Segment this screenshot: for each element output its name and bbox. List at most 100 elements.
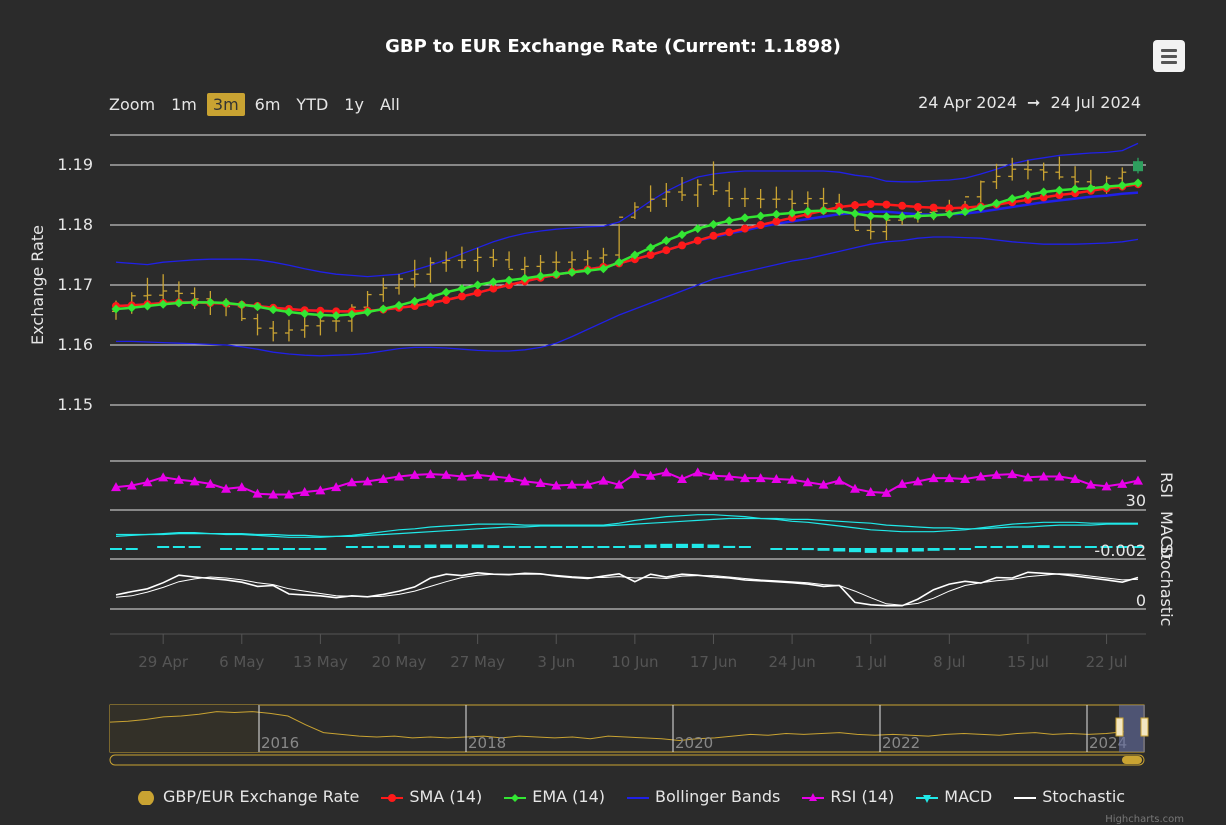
rsi-point [519, 476, 530, 486]
macd-histogram-bar [455, 544, 468, 548]
last-price-marker [1133, 161, 1143, 172]
macd-histogram-bar [597, 546, 610, 548]
rsi-point [1085, 479, 1096, 489]
navigator-year-label: 2016 [261, 734, 299, 752]
x-tick-label: 27 May [450, 653, 505, 671]
macd-histogram-bar [440, 544, 453, 548]
macd-histogram-bar [1006, 545, 1019, 548]
rsi-line [115, 471, 1139, 496]
ema-point [363, 307, 373, 317]
ema-point [142, 301, 152, 311]
sma-point [457, 292, 466, 301]
ema-point [881, 212, 891, 222]
sma-point [489, 284, 498, 293]
stochastic-d-line [115, 573, 1139, 606]
legend-item-exchange-rate[interactable]: GBP/EUR Exchange Rate [135, 787, 359, 806]
navigator-year-label: 2022 [882, 734, 920, 752]
x-tick-label: 10 Jun [611, 653, 658, 671]
date-range-from[interactable]: 24 Apr 2024 [918, 93, 1018, 112]
macd-histogram-bar [565, 546, 578, 548]
ema-point [190, 297, 200, 307]
ema-point [520, 273, 530, 283]
macd-histogram-bar [801, 548, 814, 551]
rsi-point [834, 475, 845, 485]
macd-axis-title: MACD [1157, 511, 1176, 559]
macd-histogram-bar [503, 545, 516, 548]
sma-point [945, 204, 954, 213]
zoom-button-1m[interactable]: 1m [171, 95, 197, 114]
macd-tick-label: -0.002 [1094, 541, 1146, 560]
sma-point [678, 241, 687, 250]
ema-point [488, 277, 498, 287]
sma-point [410, 302, 419, 310]
sma-point [1023, 195, 1032, 204]
ema-point [331, 311, 341, 321]
ema-point [268, 305, 278, 315]
macd-histogram-bar [235, 548, 248, 550]
ema-point [944, 209, 954, 219]
legend-label: GBP/EUR Exchange Rate [163, 787, 360, 806]
macd-histogram-bar [220, 548, 233, 550]
rsi-point [865, 487, 876, 497]
sma-point [709, 231, 718, 240]
legend-item-ema[interactable]: EMA (14) [504, 787, 605, 806]
macd-histogram-bar [628, 545, 641, 548]
macd-histogram-bar [408, 545, 421, 548]
ema-point [756, 211, 766, 221]
legend-label: EMA (14) [532, 787, 606, 806]
zoom-button-ytd[interactable]: YTD [296, 95, 329, 114]
zoom-button-1y[interactable]: 1y [344, 95, 364, 114]
zoom-label: Zoom [109, 95, 156, 114]
legend-label: RSI (14) [830, 787, 895, 806]
date-range-to[interactable]: 24 Jul 2024 [1050, 93, 1141, 112]
credits[interactable]: Highcharts.com [1105, 814, 1184, 825]
ema-point [300, 309, 310, 319]
rsi-point [409, 469, 420, 479]
rsi-axis-title: RSI [1157, 472, 1176, 498]
rsi-point [881, 487, 892, 497]
x-tick-label: 15 Jul [1007, 653, 1049, 671]
legend-item-macd[interactable]: MACD [916, 787, 992, 806]
ema-point [850, 209, 860, 219]
rsi-point [1022, 472, 1033, 482]
legend-item-bollinger[interactable]: Bollinger Bands [627, 787, 780, 806]
macd-histogram-bar [974, 546, 987, 548]
ema-point [284, 307, 294, 317]
legend-item-sma[interactable]: SMA (14) [381, 787, 482, 806]
navigator-handle-left [1115, 717, 1124, 737]
ema-point [410, 296, 420, 306]
legend-label: SMA (14) [409, 787, 483, 806]
macd-histogram-bar [581, 546, 594, 548]
ema-point [111, 304, 121, 314]
macd-histogram-bar [298, 548, 311, 550]
rsi-point [425, 469, 436, 479]
macd-histogram-bar [1069, 545, 1082, 548]
ema-point [976, 203, 986, 213]
legend-item-stochastic[interactable]: Stochastic [1014, 787, 1125, 806]
zoom-button-all[interactable]: All [379, 95, 400, 114]
macd-histogram-bar [251, 548, 264, 550]
rsi-point [268, 489, 279, 499]
stochastic-axis-title: Stochastic [1157, 544, 1176, 627]
rsi-point [755, 473, 766, 483]
sma-point [898, 201, 907, 210]
ema-point [803, 206, 813, 216]
zoom-button-6m[interactable]: 6m [254, 95, 281, 114]
ema-point [1023, 190, 1033, 200]
zoom-button-3m[interactable]: 3m [206, 93, 245, 116]
sma-point [866, 200, 875, 208]
rsi-point [598, 475, 609, 485]
context-menu-button[interactable] [1153, 40, 1185, 72]
rsi-point [739, 473, 750, 483]
x-tick-label: 29 Apr [138, 653, 189, 671]
macd-histogram-bar [1053, 545, 1066, 548]
line-icon [627, 790, 650, 804]
navigator-series-line [109, 711, 1125, 742]
ema-point [1117, 180, 1127, 190]
rsi-point [724, 471, 735, 481]
ema-point [913, 211, 923, 221]
legend-item-rsi[interactable]: RSI (14) [802, 787, 894, 806]
ema-point [819, 206, 829, 216]
y-tick-label: 1.16 [57, 335, 93, 354]
